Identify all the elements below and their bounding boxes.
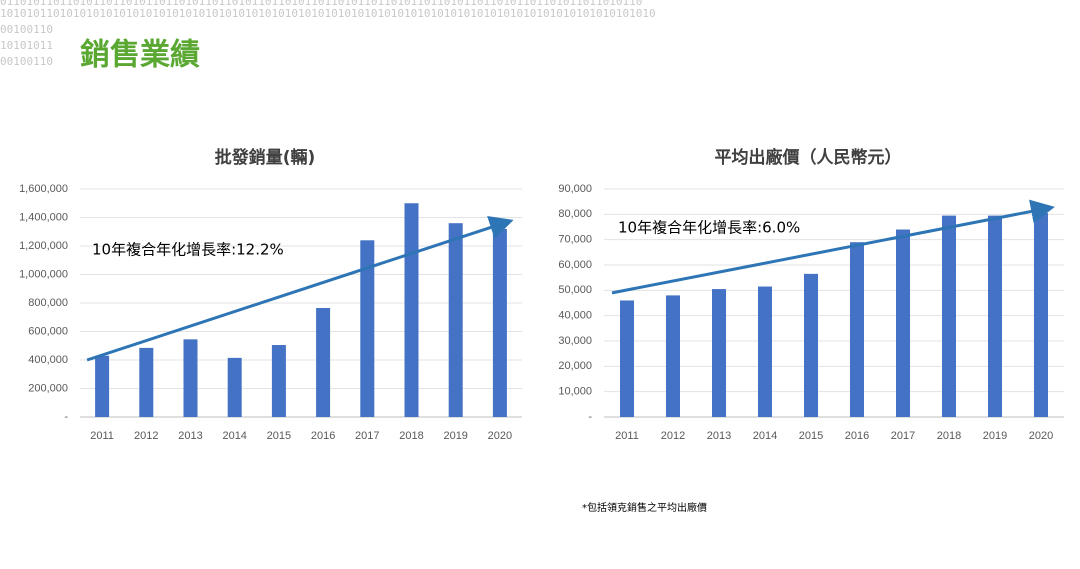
x-tick-label: 2012 [661,430,685,442]
x-tick-label: 2014 [222,430,246,442]
bar [95,355,110,417]
bar [850,242,864,417]
x-tick-label: 2014 [753,430,777,442]
decoration-text: 00100110 [0,55,53,68]
x-tick-label: 2019 [983,430,1007,442]
bar [316,307,331,417]
footnote: *包括領克銷售之平均出廠價 [582,501,707,514]
bar [227,357,242,417]
y-tick-label: - [64,411,68,423]
bar [183,339,198,417]
y-tick-label: 200,000 [28,382,68,394]
x-tick-label: 2016 [845,430,869,442]
bar [620,300,634,417]
y-tick-label: 10,000 [558,386,592,398]
x-tick-label: 2013 [707,430,731,442]
bar [988,215,1002,417]
bar [896,229,910,417]
bar [360,240,375,417]
y-tick-label: 20,000 [558,360,592,372]
x-tick-label: 2018 [937,430,961,442]
y-tick-label: 1,000,000 [19,268,68,280]
x-tick-label: 2020 [488,430,512,442]
x-tick-label: 2019 [443,430,467,442]
x-tick-label: 2015 [799,430,823,442]
x-tick-label: 2011 [615,430,639,442]
decoration-text: 00100110 [0,23,53,36]
y-tick-label: 30,000 [558,335,592,347]
x-tick-label: 2017 [891,430,915,442]
x-tick-label: 2013 [178,430,202,442]
y-tick-label: 70,000 [558,234,592,246]
y-tick-label: 50,000 [558,284,592,296]
y-tick-label: 60,000 [558,259,592,271]
x-tick-label: 2020 [1029,430,1053,442]
bar [1034,213,1048,417]
decoration-text: 1010101101010101010101010101010101010101… [0,7,656,20]
bar [666,295,680,417]
y-tick-label: 600,000 [28,325,68,337]
bar [942,215,956,417]
y-tick-label: - [588,411,592,423]
bar [712,289,726,417]
bar [758,286,772,417]
x-tick-label: 2015 [267,430,291,442]
y-tick-label: 40,000 [558,310,592,322]
bar [804,273,818,417]
decoration-text: 0110101101101011011010110110101101101011… [0,0,642,8]
y-tick-label: 90,000 [558,183,592,195]
decoration-text: 10101011 [0,39,53,52]
y-tick-label: 1,200,000 [19,240,68,252]
bar [271,345,286,417]
annotation: 10年複合年化增長率:12.2% [92,241,284,259]
bar [139,347,154,417]
x-tick-label: 2017 [355,430,379,442]
y-tick-label: 1,400,000 [19,211,68,223]
x-tick-label: 2012 [134,430,158,442]
y-tick-label: 1,600,000 [19,183,68,195]
annotation: 10年複合年化增長率:6.0% [618,219,800,237]
trend-arrow [611,199,1055,295]
x-tick-label: 2016 [311,430,335,442]
slide-title: 銷售業績 [80,38,200,73]
chart-title: 批發銷量(輛) [215,147,316,168]
y-tick-label: 800,000 [28,297,68,309]
y-tick-label: 400,000 [28,354,68,366]
trend-arrow [86,215,514,362]
x-tick-label: 2011 [90,430,114,442]
bar [448,223,463,417]
bar [404,203,419,417]
y-tick-label: 80,000 [558,208,592,220]
bar [492,228,507,417]
chart-title: 平均出廠價（人民幣元） [715,147,902,168]
x-tick-label: 2018 [399,430,423,442]
